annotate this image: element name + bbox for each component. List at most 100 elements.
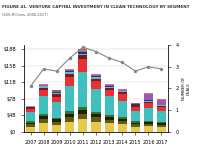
Bar xyxy=(144,121,153,122)
Bar xyxy=(65,117,74,122)
Bar xyxy=(131,127,140,132)
Bar xyxy=(131,106,140,111)
Bar xyxy=(91,77,101,79)
Bar xyxy=(39,96,48,114)
Bar xyxy=(78,119,87,132)
Bar xyxy=(118,89,127,90)
Bar xyxy=(157,105,166,106)
Bar xyxy=(118,119,127,121)
Bar xyxy=(26,127,35,132)
Bar xyxy=(52,119,61,122)
Bar xyxy=(144,101,153,102)
Bar xyxy=(39,86,48,88)
Bar xyxy=(118,124,127,132)
Bar xyxy=(52,125,61,132)
Bar xyxy=(91,75,101,76)
Bar xyxy=(131,105,140,106)
Bar xyxy=(105,87,114,88)
Bar xyxy=(52,94,61,98)
Bar xyxy=(78,51,87,52)
Bar xyxy=(131,124,140,127)
Bar xyxy=(39,84,48,85)
Bar xyxy=(118,91,127,92)
Y-axis label: BILLIONS OF $US (INVESTMENTS): BILLIONS OF $US (INVESTMENTS) xyxy=(0,56,1,121)
Bar xyxy=(26,121,35,123)
Bar xyxy=(105,88,114,90)
Bar xyxy=(78,56,87,59)
Bar xyxy=(105,120,114,123)
Bar xyxy=(131,123,140,124)
Bar xyxy=(26,112,35,121)
Bar xyxy=(91,81,101,89)
Bar xyxy=(157,125,166,127)
Text: ($US Millions, 2006-2017): ($US Millions, 2006-2017) xyxy=(2,12,48,16)
Bar xyxy=(144,124,153,126)
Bar xyxy=(144,102,153,103)
Bar xyxy=(65,69,74,70)
Bar xyxy=(157,122,166,123)
Bar xyxy=(144,94,153,100)
Bar xyxy=(52,91,61,92)
Bar xyxy=(52,102,61,118)
Bar xyxy=(91,76,101,77)
Bar xyxy=(26,110,35,112)
Bar xyxy=(78,106,87,110)
Bar xyxy=(105,96,114,115)
Bar xyxy=(157,111,166,122)
Bar xyxy=(144,108,153,121)
Text: FIGURE 41. VENTURE CAPITAL INVESTMENT IN CLEAN TECHNOLOGY BY SEGMENT: FIGURE 41. VENTURE CAPITAL INVESTMENT IN… xyxy=(2,4,190,9)
Bar xyxy=(157,106,166,107)
Bar xyxy=(65,77,74,86)
Bar xyxy=(26,106,35,107)
Bar xyxy=(65,111,74,114)
Bar xyxy=(118,121,127,124)
Bar xyxy=(157,107,166,111)
Bar xyxy=(91,79,101,81)
Bar xyxy=(131,111,140,122)
Bar xyxy=(131,103,140,104)
Bar xyxy=(26,107,35,108)
Bar xyxy=(105,117,114,120)
Bar xyxy=(52,92,61,93)
Bar xyxy=(91,74,101,75)
Bar xyxy=(65,70,74,71)
Bar xyxy=(91,114,101,117)
Bar xyxy=(91,112,101,114)
Bar xyxy=(39,88,48,90)
Bar xyxy=(157,123,166,125)
Bar xyxy=(65,74,74,77)
Bar xyxy=(39,123,48,132)
Bar xyxy=(78,72,87,106)
Bar xyxy=(52,90,61,91)
Bar xyxy=(78,59,87,72)
Bar xyxy=(65,122,74,132)
Bar xyxy=(65,114,74,117)
Bar xyxy=(118,90,127,91)
Bar xyxy=(131,104,140,105)
Bar xyxy=(105,84,114,85)
Bar xyxy=(78,114,87,119)
Bar xyxy=(52,98,61,102)
Bar xyxy=(65,86,74,111)
Bar xyxy=(26,108,35,110)
Bar xyxy=(118,101,127,117)
Bar xyxy=(118,92,127,94)
Bar xyxy=(39,85,48,86)
Bar xyxy=(105,115,114,117)
Bar xyxy=(105,85,114,86)
Bar xyxy=(26,123,35,124)
Bar xyxy=(157,99,166,100)
Bar xyxy=(105,86,114,87)
Bar xyxy=(118,94,127,101)
Bar xyxy=(39,119,48,123)
Bar xyxy=(157,100,166,105)
Bar xyxy=(144,103,153,108)
Bar xyxy=(105,90,114,96)
Bar xyxy=(52,122,61,125)
Bar xyxy=(39,90,48,96)
Bar xyxy=(39,114,48,116)
Bar xyxy=(105,123,114,132)
Bar xyxy=(26,124,35,127)
Bar xyxy=(91,122,101,132)
Y-axis label: NUMBER OF
DEALS: NUMBER OF DEALS xyxy=(182,77,190,100)
